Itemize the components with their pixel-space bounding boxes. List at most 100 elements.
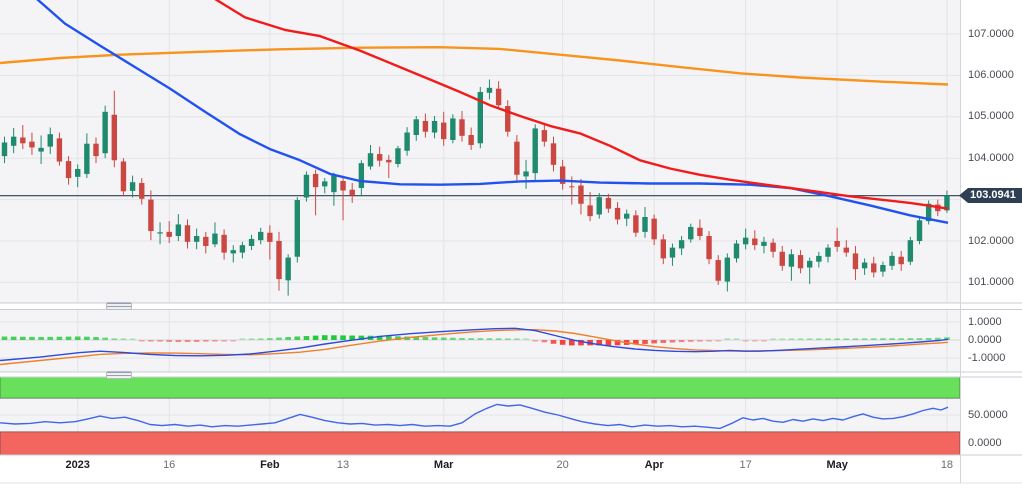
candle-body [239,245,246,253]
macd-histogram-bar [559,340,566,345]
macd-histogram-bar [56,336,63,340]
macd-histogram-bar [761,340,767,342]
candle-body [93,143,99,157]
candle-body [184,225,191,242]
y-axis-label: 0.0000 [968,333,1002,346]
candle-body [477,91,483,144]
candle-body [733,243,740,259]
candle-body [376,154,383,161]
macd-histogram-bar [340,335,346,340]
macd-histogram-bar [642,340,648,344]
x-axis-label: Mar [433,459,454,471]
x-axis-label: 16 [163,459,176,471]
candle-body [715,260,721,281]
candle-body [678,240,685,249]
candle-body [10,136,17,146]
macd-histogram-bar [431,337,438,340]
macd-histogram-bar [422,337,429,340]
candle-body [258,231,264,241]
candle-body [660,239,666,259]
macd-histogram-bar [84,336,90,340]
macd-histogram-bar [806,338,813,340]
macd-histogram-bar [669,340,676,343]
macd-histogram-bar [651,340,657,344]
macd-histogram-bar [120,338,127,340]
ma-orange-line [0,46,949,86]
candle-body [614,207,621,220]
macd-histogram-bar [486,338,493,340]
macd-histogram-bar [267,338,273,340]
macd-histogram-bar [861,338,868,340]
x-axis-label: 13 [336,459,350,471]
y-axis-label: 102.0000 [968,234,1014,247]
macd-histogram-bar [532,340,538,342]
candle-body [834,241,840,247]
macd-histogram-bar [221,340,227,342]
candle-body [404,132,410,151]
candle-body [230,250,236,254]
candle-body [706,236,712,260]
candle-body [669,247,676,258]
candle-body [386,159,392,163]
macd-histogram-bar [825,338,831,340]
candle-body [514,141,520,175]
macd-histogram-bar [38,336,44,340]
candle-body [102,111,108,154]
last-price-value: 103.0941 [970,189,1016,201]
candle-body [47,134,53,147]
candle-body [422,120,429,132]
macd-histogram-bar [303,336,310,340]
candle-body [29,141,35,148]
candle-body [38,147,44,152]
candle-body [65,161,72,179]
macd-histogram-bar [541,340,548,343]
pane-resize-handle-lower[interactable] [106,370,132,379]
macd-histogram-bar [248,338,255,340]
stoch-line [0,403,949,430]
oversold-band [0,431,961,456]
candle-body [157,232,163,234]
candle-body [248,238,255,246]
macd-histogram-bar [450,337,456,340]
candle-body [431,120,438,133]
candle-body [825,247,831,257]
candle-body [907,240,914,262]
y-axis-label: -1.0000 [968,351,1006,364]
macd-histogram-bar [678,340,685,343]
pane-resize-handle-upper[interactable] [106,302,132,310]
macd-histogram-bar [834,338,840,340]
macd-histogram-bar [596,340,603,346]
candle-body [312,173,319,188]
candle-body [56,138,63,162]
candle-body [752,238,758,246]
last-price-badge: 103.0941 [959,188,1022,203]
macd-histogram-bar [797,338,804,340]
candle-body [559,166,566,184]
candle-body [587,205,593,217]
macd-histogram-bar [203,340,209,342]
ma-red-line [214,0,949,210]
macd-histogram-bar [239,338,246,340]
macd-histogram-bar [102,337,108,340]
candle-body [578,185,584,204]
price-pane[interactable] [0,0,960,303]
macd-histogram-bar [697,340,703,342]
macd-histogram-bar [349,335,355,340]
macd-histogram-bar [376,335,383,340]
y-axis-label: 107.0000 [968,27,1014,40]
candle-body [596,197,602,215]
macd-histogram-bar [523,338,529,340]
candle-body [633,215,639,233]
macd-histogram-bar [788,338,795,340]
candle-body [605,197,612,209]
macd-histogram-bar [312,335,319,340]
candle-body [111,114,117,161]
candle-body [495,88,502,106]
candle-body [569,186,575,188]
candle-body [916,220,923,241]
candle-body [532,128,538,174]
macd-histogram-bar [477,338,484,340]
macd-histogram-bar [816,338,822,340]
macd-histogram-bar [706,340,712,342]
